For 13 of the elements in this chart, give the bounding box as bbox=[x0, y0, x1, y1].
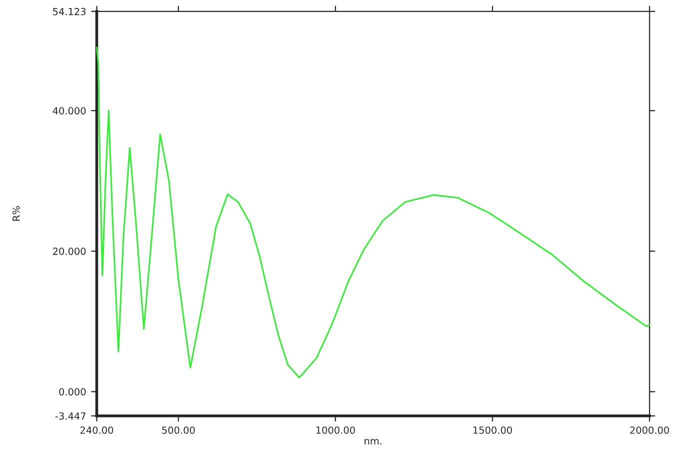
x-tick-label: 1000.00 bbox=[316, 426, 355, 434]
y-tick-label: 54.123 bbox=[53, 8, 86, 16]
y-axis-title: R% bbox=[12, 206, 20, 221]
x-tick-label: 500.00 bbox=[162, 426, 195, 434]
y-tick-label: -3.447 bbox=[55, 412, 86, 420]
x-tick-label: 1500.00 bbox=[473, 426, 512, 434]
x-tick-label: 240.00 bbox=[80, 426, 114, 434]
x-tick-label: 2000.00 bbox=[630, 426, 669, 434]
y-tick-label: 20.000 bbox=[53, 248, 86, 255]
y-tick-label: 40.000 bbox=[52, 107, 86, 114]
x-axis-title: nm. bbox=[364, 439, 382, 444]
y-tick-label: 0.000 bbox=[59, 388, 86, 396]
line-series bbox=[96, 46, 650, 378]
